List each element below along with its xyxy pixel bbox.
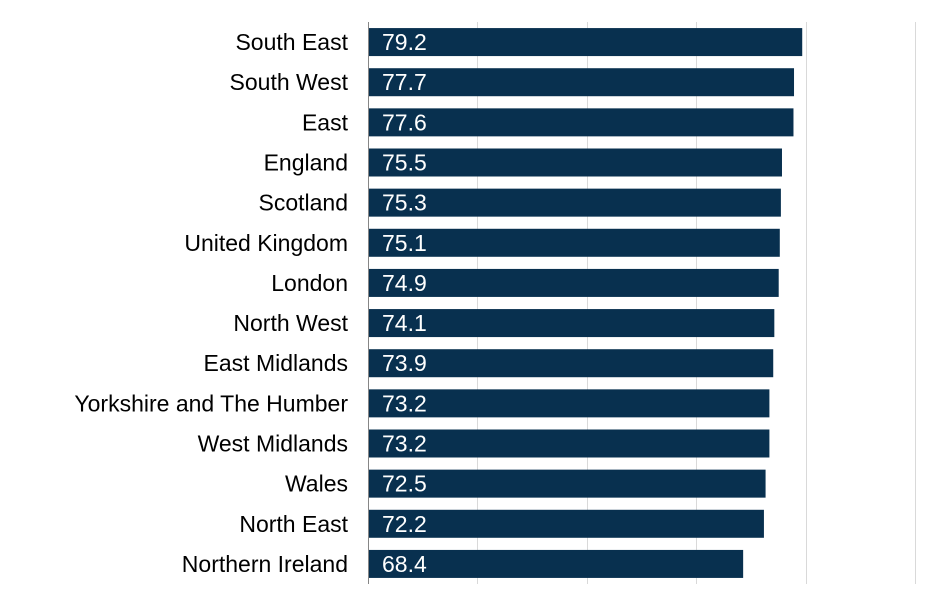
bar <box>369 509 764 538</box>
bar <box>369 108 794 137</box>
bar-group: 77.6 <box>369 108 794 137</box>
bar <box>369 469 766 498</box>
category-labels: South East South West East England Scotland U… <box>74 29 348 577</box>
bar-value-label: 75.3 <box>382 190 427 216</box>
category-label: England <box>264 150 348 176</box>
bar-group: 73.2 <box>369 429 770 458</box>
bar-value-label: 74.9 <box>382 270 427 296</box>
category-label: East Midlands <box>204 350 348 376</box>
bar-group: 75.1 <box>369 228 780 257</box>
bar-value-label: 74.1 <box>382 310 427 336</box>
bar <box>369 268 779 297</box>
bar-group: 77.7 <box>369 68 795 97</box>
bar-group: 74.1 <box>369 309 775 338</box>
category-label: West Midlands <box>198 431 348 457</box>
bar-group: 72.2 <box>369 509 764 538</box>
category-label: Northern Ireland <box>182 551 348 577</box>
category-label: South East <box>235 29 348 55</box>
category-label: East <box>302 109 349 135</box>
bar-value-label: 77.7 <box>382 69 427 95</box>
bar-value-label: 72.5 <box>382 471 427 497</box>
bar-group: 74.9 <box>369 268 779 297</box>
bar-value-label: 73.2 <box>382 390 427 416</box>
category-label: Scotland <box>258 190 348 216</box>
bar <box>369 349 774 378</box>
bar-group: 73.2 <box>369 389 770 418</box>
bar <box>369 228 780 257</box>
bar <box>369 429 770 458</box>
bar <box>369 28 803 57</box>
bar <box>369 68 795 97</box>
bar <box>369 148 782 177</box>
category-label: South West <box>230 69 349 95</box>
bar-group: 75.5 <box>369 148 782 177</box>
bar-value-label: 72.2 <box>382 511 427 537</box>
bar <box>369 389 770 418</box>
bar-value-label: 75.1 <box>382 230 427 256</box>
category-label: Wales <box>285 471 348 497</box>
category-label: London <box>271 270 348 296</box>
category-label: North East <box>239 511 348 537</box>
bar-value-label: 75.5 <box>382 150 427 176</box>
bar-value-label: 73.2 <box>382 431 427 457</box>
bar-group: 72.5 <box>369 469 766 498</box>
bar-group: 79.2 <box>369 28 803 57</box>
bar-value-label: 73.9 <box>382 350 427 376</box>
bar-group: 75.3 <box>369 188 781 217</box>
category-label: United Kingdom <box>184 230 348 256</box>
bar-group: 73.9 <box>369 349 774 378</box>
bar <box>369 549 744 578</box>
bar-value-label: 79.2 <box>382 29 427 55</box>
bar <box>369 309 775 338</box>
bars: 79.2 77.7 77.6 75.5 75.3 75.1 74.9 74.1 73.9 73.2… <box>369 28 803 578</box>
bar-value-label: 68.4 <box>382 551 427 577</box>
category-label: Yorkshire and The Humber <box>74 390 348 416</box>
bar-group: 68.4 <box>369 549 744 578</box>
gridlines <box>477 22 916 584</box>
category-label: North West <box>233 310 348 336</box>
bar <box>369 188 781 217</box>
bar-value-label: 77.6 <box>382 109 427 135</box>
